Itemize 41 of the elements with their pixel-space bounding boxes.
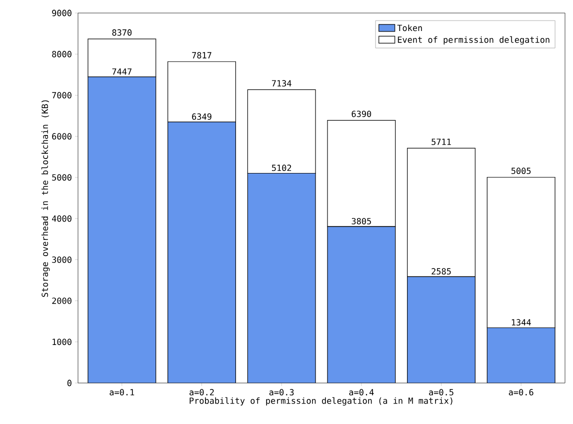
bar (327, 120, 396, 227)
total-label: 7817 (192, 52, 212, 58)
bar (88, 76, 156, 383)
x-tick-label: a=0.1 (110, 389, 134, 396)
legend-label: Event of permission delegation (398, 36, 550, 45)
bar (327, 226, 396, 383)
y-tick-label: 3000 (52, 256, 72, 263)
bar (407, 276, 476, 383)
y-axis-title: Storage overhead in the blockchain (KB) (41, 100, 50, 297)
bar (168, 122, 236, 383)
data-label: 5102 (272, 164, 292, 172)
bar (247, 89, 316, 174)
total-label: 6390 (352, 110, 372, 118)
data-label: 6349 (192, 113, 212, 120)
bar (486, 327, 556, 383)
data-label: 1344 (512, 319, 531, 326)
x-tick-label: a=0.4 (349, 389, 374, 396)
legend-label: Token (397, 24, 422, 32)
total-label: 7134 (272, 80, 292, 87)
bar (248, 173, 316, 383)
y-tick-label: 8000 (52, 50, 72, 58)
bar (407, 148, 476, 278)
y-tick-label: 6000 (52, 133, 72, 140)
y-tick-label: 7000 (52, 92, 72, 98)
x-axis-title: Probability of permission delegation (a in M matrix) (190, 397, 452, 406)
data-label: 2585 (432, 268, 451, 275)
y-tick-label: 9000 (52, 10, 72, 16)
y-tick-label: 2000 (52, 298, 72, 304)
x-tick-label: a=0.3 (269, 389, 294, 396)
x-tick-label: a=0.5 (429, 389, 454, 396)
y-tick-label: 1000 (52, 338, 72, 346)
data-label: 7447 (112, 68, 132, 75)
y-tick-label: 4000 (52, 215, 72, 222)
x-tick-label: a=0.6 (508, 389, 534, 396)
total-label: 8370 (112, 29, 132, 36)
total-label: 5711 (432, 138, 451, 146)
y-tick-label: 0 (67, 380, 72, 386)
total-label: 5005 (511, 168, 531, 174)
data-label: 3805 (352, 218, 371, 224)
x-tick-label: a=0.2 (190, 389, 214, 396)
y-tick-label: 5000 (52, 174, 72, 181)
